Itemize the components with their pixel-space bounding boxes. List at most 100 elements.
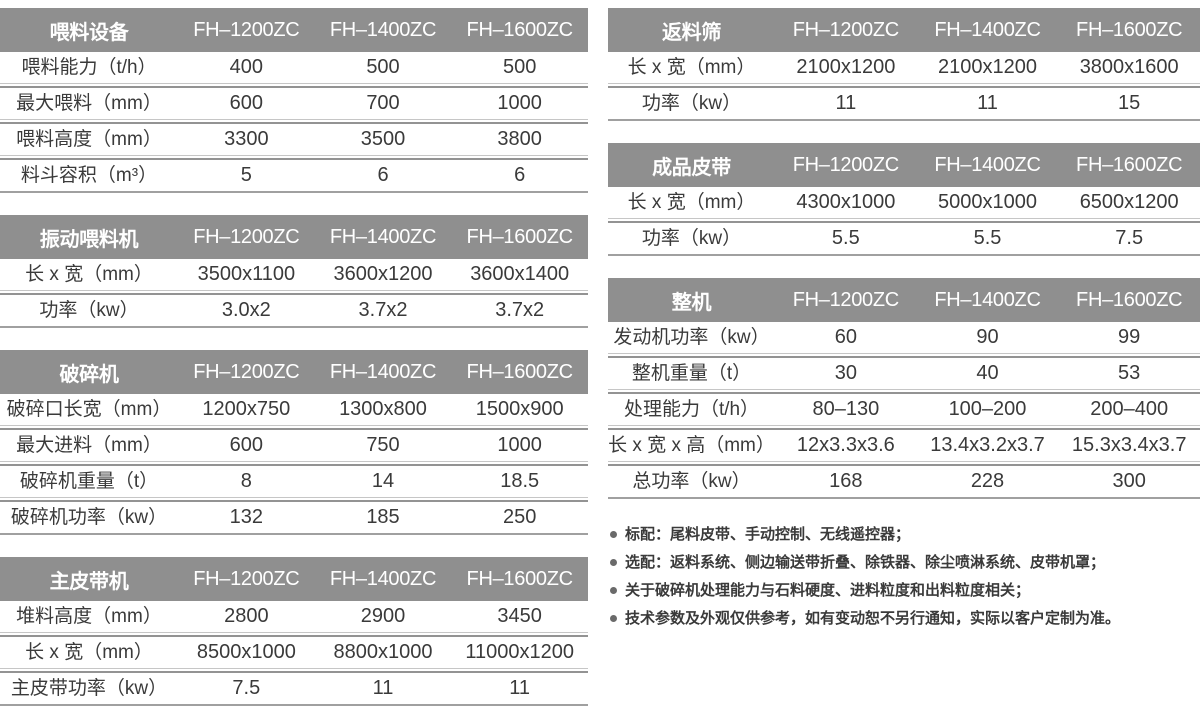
spec-label: 功率（kw） xyxy=(39,300,139,321)
model-header: FH–1400ZC xyxy=(329,360,437,383)
bullet-icon xyxy=(610,531,617,538)
bullet-icon xyxy=(610,587,617,594)
spec-label: 功率（kw） xyxy=(641,228,742,249)
spec-value: 6 xyxy=(377,164,389,186)
spec-row: 破碎口长宽（mm） 1200x750 1300x800 1500x900 xyxy=(0,394,588,425)
row-divider xyxy=(0,155,588,160)
spec-value: 132 xyxy=(229,506,264,528)
spec-value: 500 xyxy=(502,56,537,78)
model-header: FH–1600ZC xyxy=(466,18,574,41)
spec-value: 30 xyxy=(834,362,857,384)
table-title: 破碎机 xyxy=(59,363,119,386)
note-text: 关于破碎机处理能力与石料硬度、进料粒度和出料粒度相关； xyxy=(625,582,1031,599)
spec-value: 2100x1200 xyxy=(796,56,896,78)
spec-label: 最大进料（mm） xyxy=(16,435,162,456)
spec-value: 300 xyxy=(1112,470,1146,492)
table-header: 返料筛 FH–1200ZC FH–1400ZC FH–1600ZC xyxy=(608,8,1200,52)
notes-section: 标配：尾料皮带、手动控制、无线遥控器； 选配：返料系统、侧边输送带折叠、除铁器、… xyxy=(608,521,1200,633)
spec-value: 99 xyxy=(1118,326,1141,348)
spec-row: 功率（kw） 5.5 5.5 7.5 xyxy=(608,223,1200,254)
note-item: 标配：尾料皮带、手动控制、无线遥控器； xyxy=(610,521,1200,549)
table-title: 振动喂料机 xyxy=(39,228,139,251)
spec-label: 发动机功率（kw） xyxy=(613,327,770,348)
model-header: FH–1600ZC xyxy=(466,225,574,248)
spec-table-crusher: 破碎机 FH–1200ZC FH–1400ZC FH–1600ZC 破碎口长宽（mm） 1… xyxy=(0,350,588,535)
note-text: 标配：尾料皮带、手动控制、无线遥控器； xyxy=(625,526,911,543)
spec-value: 3800x1600 xyxy=(1079,56,1179,78)
spec-row: 破碎机重量（t） 8 14 18.5 xyxy=(0,466,588,497)
row-divider xyxy=(0,461,588,466)
spec-value: 1500x900 xyxy=(475,398,564,420)
spec-row: 长 x 宽（mm） 3500x1100 3600x1200 3600x1400 xyxy=(0,259,588,290)
left-column: 喂料设备 FH–1200ZC FH–1400ZC FH–1600ZC 喂料能力（t/h）… xyxy=(0,8,588,717)
row-divider xyxy=(0,632,588,637)
spec-value: 228 xyxy=(970,470,1005,492)
model-header: FH–1400ZC xyxy=(934,18,1041,41)
spec-value: 40 xyxy=(976,362,999,384)
spec-row: 功率（kw） 11 11 15 xyxy=(608,88,1200,119)
spec-value: 6500x1200 xyxy=(1079,191,1179,213)
spec-value: 18.5 xyxy=(500,470,540,492)
spec-label: 长 x 宽 x 高（mm） xyxy=(608,435,775,456)
spec-value: 185 xyxy=(366,506,400,528)
model-header: FH–1400ZC xyxy=(934,153,1041,176)
spec-value: 5.5 xyxy=(973,227,1002,249)
spec-value: 90 xyxy=(976,326,999,348)
spec-row: 长 x 宽 x 高（mm） 12x3.3x3.6 13.4x3.2x3.7 15.3x… xyxy=(608,430,1200,461)
spec-row: 处理能力（t/h） 80–130 100–200 200–400 xyxy=(608,394,1200,425)
left-tables: 喂料设备 FH–1200ZC FH–1400ZC FH–1600ZC 喂料能力（t/h）… xyxy=(0,8,588,706)
spec-value: 1000 xyxy=(497,434,542,456)
spec-value: 4300x1000 xyxy=(796,191,896,213)
spec-value: 1300x800 xyxy=(339,398,427,420)
model-header: FH–1200ZC xyxy=(193,360,300,383)
row-divider xyxy=(0,668,588,673)
spec-value: 53 xyxy=(1118,362,1141,384)
bullet-icon xyxy=(610,559,617,566)
spec-row: 堆料高度（mm） 2800 2900 3450 xyxy=(0,601,588,632)
spec-value: 3500x1100 xyxy=(197,263,296,285)
spec-table-main-belt: 主皮带机 FH–1200ZC FH–1400ZC FH–1600ZC 堆料高度（mm） 2… xyxy=(0,557,588,706)
table-title: 成品皮带 xyxy=(652,156,731,179)
spec-value: 11 xyxy=(509,677,531,699)
spec-value: 3.7x2 xyxy=(495,299,545,321)
right-tables: 返料筛 FH–1200ZC FH–1400ZC FH–1600ZC 长 x 宽（mm） 2… xyxy=(608,8,1200,499)
spec-value: 100–200 xyxy=(948,398,1027,420)
right-column: 返料筛 FH–1200ZC FH–1400ZC FH–1600ZC 长 x 宽（mm） 2… xyxy=(608,8,1200,717)
spec-value: 400 xyxy=(229,56,264,78)
spec-row: 破碎机功率（kw） 132 185 250 xyxy=(0,502,588,533)
model-header: FH–1200ZC xyxy=(792,153,900,176)
spec-value: 15.3x3.4x3.7 xyxy=(1071,434,1187,456)
spec-table-return-screen: 返料筛 FH–1200ZC FH–1400ZC FH–1600ZC 长 x 宽（mm） 2… xyxy=(608,8,1200,121)
note-item: 技术参数及外观仅供参考，如有变动恕不另行通知，实际以客户定制为准。 xyxy=(610,605,1200,633)
row-divider xyxy=(0,425,588,430)
row-divider xyxy=(0,83,588,88)
spec-value: 2100x1200 xyxy=(938,56,1037,78)
model-header: FH–1200ZC xyxy=(193,225,300,248)
spec-label: 喂料高度（mm） xyxy=(16,129,162,150)
model-header: FH–1600ZC xyxy=(1076,18,1183,41)
spec-value: 3.0x2 xyxy=(221,299,271,321)
spec-value: 6 xyxy=(514,164,526,186)
spec-label: 长 x 宽（mm） xyxy=(627,57,756,78)
note-item: 选配：返料系统、侧边输送带折叠、除铁器、除尘喷淋系统、皮带机罩； xyxy=(610,549,1200,577)
spec-value: 11 xyxy=(372,677,394,699)
model-header: FH–1600ZC xyxy=(1076,153,1183,176)
table-header: 成品皮带 FH–1200ZC FH–1400ZC FH–1600ZC xyxy=(608,143,1200,187)
model-header: FH–1600ZC xyxy=(466,360,574,383)
spec-label: 长 x 宽（mm） xyxy=(25,642,153,663)
row-divider xyxy=(0,119,588,124)
table-title: 整机 xyxy=(671,291,712,314)
row-divider xyxy=(608,83,1200,88)
spec-row: 长 x 宽（mm） 2100x1200 2100x1200 3800x1600 xyxy=(608,52,1200,83)
spec-row: 长 x 宽（mm） 4300x1000 5000x1000 6500x1200 xyxy=(608,187,1200,218)
spec-value: 13.4x3.2x3.7 xyxy=(930,434,1045,456)
spec-value: 8800x1000 xyxy=(333,641,433,663)
table-header: 主皮带机 FH–1200ZC FH–1400ZC FH–1600ZC xyxy=(0,557,588,601)
spec-value: 80–130 xyxy=(812,398,880,420)
spec-row: 总功率（kw） 168 228 300 xyxy=(608,466,1200,497)
spec-value: 2800 xyxy=(224,605,269,627)
model-header: FH–1200ZC xyxy=(193,18,300,41)
spec-value: 1000 xyxy=(497,92,542,114)
model-header: FH–1400ZC xyxy=(329,18,437,41)
